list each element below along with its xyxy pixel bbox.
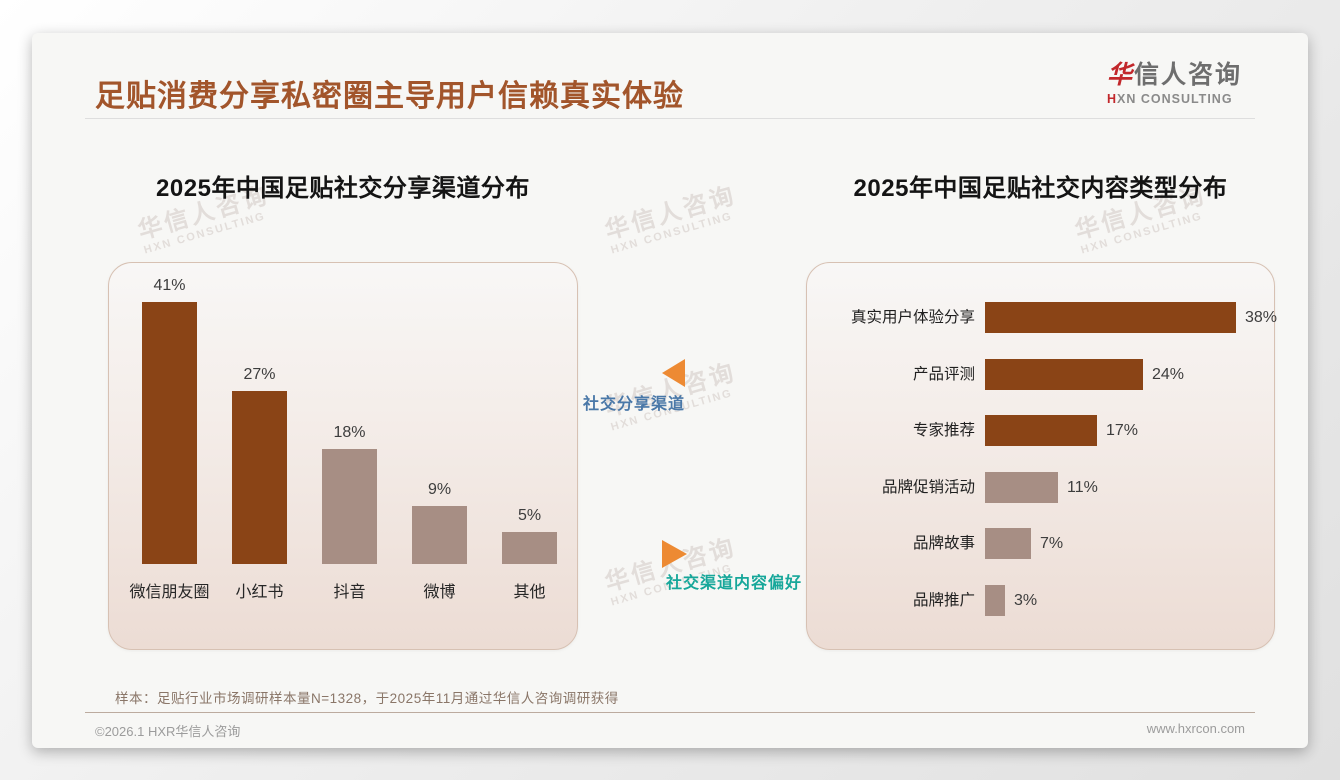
brand-logo: 华信人咨询 HXN CONSULTING <box>1107 55 1242 106</box>
row-value-label: 3% <box>1014 592 1038 609</box>
bar-category-label: 其他 <box>513 584 546 601</box>
bar-value-label: 27% <box>243 366 276 383</box>
arrow-left-icon <box>662 359 685 387</box>
bar-column <box>502 532 557 564</box>
left-chart-title: 2025年中国足贴社交分享渠道分布 <box>156 175 530 202</box>
website-text: www.hxrcon.com <box>1146 721 1245 736</box>
bar-value-label: 5% <box>517 507 542 524</box>
bar-value-label: 41% <box>153 277 186 294</box>
report-card: 华信人咨询 HXN CONSULTING 华信人咨询 HXN CONSULTING 华信… <box>32 33 1308 748</box>
bar-column <box>412 506 467 564</box>
row-bar <box>985 359 1143 390</box>
content-annotation-label: 社交渠道内容偏好 <box>666 575 803 592</box>
bar-value-label: 9% <box>427 481 452 498</box>
row-category-label: 品牌推广 <box>912 592 975 609</box>
brand-logo-english: HXN CONSULTING <box>1106 92 1233 106</box>
row-value-label: 11% <box>1067 479 1098 496</box>
bar-category-label: 微博 <box>423 584 456 601</box>
row-value-label: 38% <box>1245 309 1278 326</box>
watermark-chinese: 华信人咨询 <box>602 181 740 245</box>
row-category-label: 品牌故事 <box>912 535 975 552</box>
page-title: 足贴消费分享私密圈主导用户信赖真实体验 <box>95 80 684 113</box>
left-chart-panel: 41% 微信朋友圈 27% 小红书 18% 抖音 9% 微博 5% 其他 <box>108 262 578 650</box>
bar-value-label: 18% <box>333 424 366 441</box>
row-bar <box>985 302 1236 333</box>
row-category-label: 产品评测 <box>912 366 975 383</box>
bar-column <box>322 449 377 564</box>
footer: ©2026.1 HXR华信人咨询 www.hxrcon.com <box>95 721 1245 740</box>
channel-annotation-label: 社交分享渠道 <box>583 396 686 413</box>
row-value-label: 7% <box>1040 535 1064 552</box>
watermark-english: HXN CONSULTING <box>609 210 735 257</box>
bar-column <box>142 302 197 564</box>
row-bar <box>985 472 1058 503</box>
row-category-label: 专家推荐 <box>912 422 975 439</box>
bar-category-label: 小红书 <box>235 584 284 601</box>
row-category-label: 品牌促销活动 <box>881 479 975 496</box>
bar-column <box>232 391 287 564</box>
right-chart-panel: 真实用户体验分享 38% 产品评测 24% 专家推荐 17% 品牌促销活动 11% 品牌故事 7%… <box>806 262 1278 650</box>
bar-category-label: 微信朋友圈 <box>129 584 210 601</box>
row-bar <box>985 415 1097 446</box>
brand-logo-chinese: 华信人咨询 <box>1106 61 1242 89</box>
row-bar <box>985 528 1031 559</box>
row-value-label: 24% <box>1152 366 1185 383</box>
row-bar <box>985 585 1005 616</box>
bar-category-label: 抖音 <box>333 584 366 601</box>
header-divider <box>85 118 1255 119</box>
arrow-right-icon <box>662 540 687 568</box>
footer-divider <box>85 712 1255 713</box>
copyright-text: ©2026.1 HXR华信人咨询 <box>95 724 241 739</box>
row-category-label: 真实用户体验分享 <box>850 309 975 326</box>
right-chart-title: 2025年中国足贴社交内容类型分布 <box>853 175 1228 202</box>
row-value-label: 17% <box>1106 422 1139 439</box>
sample-note: 样本：足贴行业市场调研样本量N=1328，于2025年11月通过华信人咨询调研获… <box>115 691 619 706</box>
